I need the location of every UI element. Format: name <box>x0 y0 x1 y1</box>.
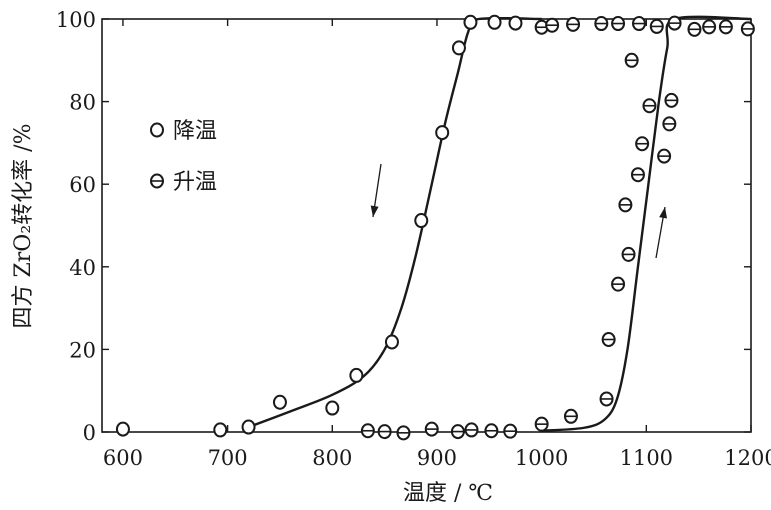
heating-point <box>702 19 717 35</box>
x-tick-label: 600 <box>103 446 143 470</box>
cooling-point <box>414 213 429 229</box>
heating-point <box>601 331 616 347</box>
heating-point <box>396 425 411 441</box>
marker-circle <box>435 125 450 141</box>
heating-fit-curve <box>541 15 752 432</box>
x-tick-label: 800 <box>312 446 352 470</box>
heating-point <box>545 17 560 33</box>
heating-point <box>566 16 581 32</box>
heating-point <box>503 423 518 439</box>
heating-point <box>718 19 733 35</box>
arrow-head <box>659 207 668 219</box>
fit-curves <box>246 15 752 432</box>
heating-point <box>599 391 614 407</box>
heating-point <box>635 136 650 152</box>
heating-point <box>631 16 646 32</box>
marker-circle <box>414 213 429 229</box>
legend-label-heating: 升温 <box>173 170 217 195</box>
heating-point <box>664 92 679 108</box>
heating-point <box>687 21 702 37</box>
cooling-point <box>435 125 450 141</box>
cooling-point <box>213 422 228 438</box>
y-tick-label: 80 <box>69 91 96 115</box>
marker-circle <box>325 400 340 416</box>
cooling-point <box>115 421 130 437</box>
cooling-point <box>508 15 523 31</box>
x-tick-label: 1100 <box>620 446 673 470</box>
marker-circle <box>213 422 228 438</box>
heating-point <box>621 246 636 262</box>
cooling-point <box>384 334 399 350</box>
heating-point <box>563 408 578 424</box>
heating-point <box>534 416 549 432</box>
legend-marker-cooling <box>150 122 164 138</box>
heating-point <box>740 21 755 37</box>
cooling-point <box>272 394 287 410</box>
heating-point <box>377 424 392 440</box>
marker-circle <box>384 334 399 350</box>
heating-point <box>484 423 499 439</box>
legend-label-cooling: 降温 <box>173 119 217 144</box>
legend-marker-heating <box>150 173 164 189</box>
marker-circle <box>272 394 287 410</box>
x-tick-label: 1000 <box>515 446 568 470</box>
heating-point <box>464 422 479 438</box>
data-markers <box>115 14 755 441</box>
y-tick-label: 60 <box>69 173 96 197</box>
cooling-fit-curve <box>246 16 542 429</box>
heating-point <box>667 15 682 31</box>
direction-arrows <box>370 163 668 259</box>
heating-point <box>662 116 677 132</box>
cooling-point <box>451 40 466 56</box>
heating-point <box>642 98 657 114</box>
marker-circle <box>463 14 478 30</box>
heating-point <box>360 423 375 439</box>
heating-direction-arrow <box>655 206 668 259</box>
heating-point <box>618 197 633 213</box>
heating-point <box>450 424 465 440</box>
marker-circle <box>115 421 130 437</box>
x-axis-title: 温度 / ℃ <box>403 481 493 506</box>
heating-point <box>611 16 626 32</box>
marker-circle <box>451 40 466 56</box>
y-tick-label: 100 <box>56 8 96 32</box>
heating-point <box>624 52 639 68</box>
y-tick-label: 20 <box>69 338 96 362</box>
marker-circle <box>508 15 523 31</box>
cooling-point <box>325 400 340 416</box>
y-tick-label: 0 <box>83 421 96 445</box>
y-axis-title: 四方 ZrO₂转化率 /% <box>11 124 36 329</box>
marker-circle <box>241 419 256 435</box>
marker-circle <box>150 122 164 138</box>
cooling-point <box>463 14 478 30</box>
cooling-point <box>487 14 502 30</box>
arrow-head <box>370 205 379 217</box>
heating-point <box>594 16 609 32</box>
y-tick-label: 40 <box>69 256 96 280</box>
cooling-point <box>241 419 256 435</box>
x-tick-label: 900 <box>417 446 457 470</box>
marker-circle <box>349 367 364 383</box>
cooling-point <box>349 367 364 383</box>
heating-point <box>611 276 626 292</box>
heating-point <box>657 148 672 164</box>
marker-circle <box>487 14 502 30</box>
cooling-direction-arrow <box>370 163 382 218</box>
heating-point <box>424 421 439 437</box>
heating-point <box>649 18 664 34</box>
x-tick-label: 700 <box>208 446 248 470</box>
heating-point <box>630 167 645 183</box>
